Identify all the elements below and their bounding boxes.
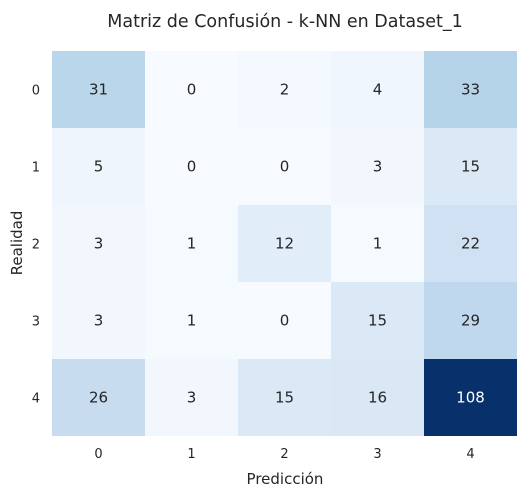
heatmap-cell-r4-c2 — [238, 359, 331, 436]
y-tick-label-3: 3 — [32, 315, 40, 330]
cell-value-r3-c3: 15 — [368, 312, 387, 330]
heatmap-cell-r3-c0 — [52, 282, 145, 359]
cell-value-r4-c3: 16 — [368, 389, 387, 407]
y-tick-label-2: 2 — [32, 238, 40, 253]
cell-value-r1-c0: 5 — [94, 158, 104, 176]
cell-value-r2-c1: 1 — [187, 235, 197, 253]
cell-value-r3-c1: 1 — [187, 312, 197, 330]
cell-value-r1-c3: 3 — [373, 158, 383, 176]
cell-value-r3-c0: 3 — [94, 312, 104, 330]
cell-value-r4-c0: 26 — [89, 389, 108, 407]
cell-value-r1-c2: 0 — [280, 158, 290, 176]
y-axis-label: Realidad — [8, 211, 26, 276]
heatmap-cell-r0-c4 — [424, 51, 517, 128]
cell-value-r2-c0: 3 — [94, 235, 104, 253]
x-axis-label: Predicción — [247, 470, 324, 488]
y-tick-label-1: 1 — [32, 161, 40, 176]
x-tick-label-4: 4 — [466, 447, 474, 462]
x-tick-label-2: 2 — [280, 447, 288, 462]
cell-value-r0-c3: 4 — [373, 81, 383, 99]
heatmap-cell-r2-c1 — [145, 205, 238, 282]
heatmap-cell-r0-c3 — [331, 51, 424, 128]
cell-value-r0-c2: 2 — [280, 81, 290, 99]
y-tick-labels: 0 1 2 3 4 — [32, 84, 40, 407]
cell-value-r4-c1: 3 — [187, 389, 197, 407]
cell-value-r2-c2: 12 — [275, 235, 294, 253]
heatmap-cell-r4-c4 — [424, 359, 517, 436]
heatmap-cell-r1-c2 — [238, 128, 331, 205]
heatmap-cell-r1-c0 — [52, 128, 145, 205]
heatmap-cell-r3-c2 — [238, 282, 331, 359]
heatmap-cell-r3-c1 — [145, 282, 238, 359]
heatmap-cell-r0-c0 — [52, 51, 145, 128]
chart-title: Matriz de Confusión - k-NN en Dataset_1 — [107, 12, 462, 32]
cell-value-r0-c0: 31 — [89, 81, 108, 99]
cell-value-r4-c2: 15 — [275, 389, 294, 407]
heatmap-cell-r0-c1 — [145, 51, 238, 128]
heatmap-cell-r1-c1 — [145, 128, 238, 205]
cell-value-r2-c4: 22 — [461, 235, 480, 253]
heatmap-cell-r1-c4 — [424, 128, 517, 205]
cell-value-r2-c3: 1 — [373, 235, 383, 253]
heatmap-cell-r1-c3 — [331, 128, 424, 205]
x-tick-label-3: 3 — [373, 447, 381, 462]
heatmap-cell-r3-c3 — [331, 282, 424, 359]
heatmap-cell-r4-c1 — [145, 359, 238, 436]
heatmap-cell-r2-c4 — [424, 205, 517, 282]
heatmap-cells — [52, 51, 517, 436]
heatmap-cell-r4-c3 — [331, 359, 424, 436]
cell-value-r0-c1: 0 — [187, 81, 197, 99]
cell-value-r3-c4: 29 — [461, 312, 480, 330]
cell-value-r3-c2: 0 — [280, 312, 290, 330]
y-tick-label-4: 4 — [32, 392, 40, 407]
heatmap-cell-r2-c2 — [238, 205, 331, 282]
heatmap-cell-r2-c3 — [331, 205, 424, 282]
x-tick-label-1: 1 — [187, 447, 195, 462]
cell-value-r1-c1: 0 — [187, 158, 197, 176]
x-tick-labels: 0 1 2 3 4 — [94, 447, 474, 462]
heatmap-cell-r3-c4 — [424, 282, 517, 359]
y-tick-label-0: 0 — [32, 84, 40, 99]
cell-value-r1-c4: 15 — [461, 158, 480, 176]
x-tick-label-0: 0 — [94, 447, 102, 462]
heatmap-cell-r0-c2 — [238, 51, 331, 128]
heatmap-cell-r2-c0 — [52, 205, 145, 282]
heatmap-cell-r4-c0 — [52, 359, 145, 436]
cell-value-r0-c4: 33 — [461, 81, 480, 99]
cell-value-r4-c4: 108 — [456, 389, 485, 407]
